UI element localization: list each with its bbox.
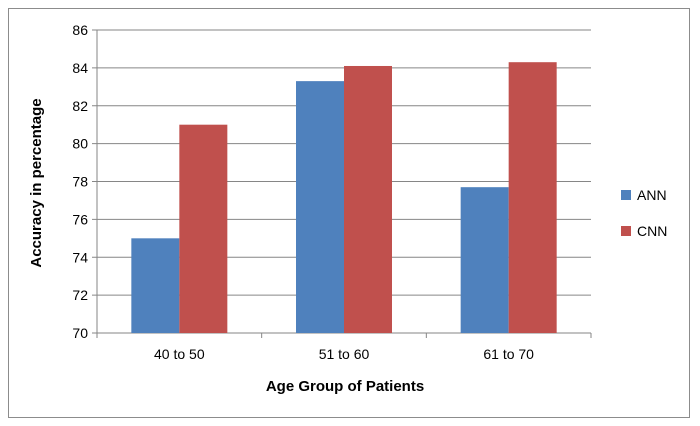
y-tick-label: 74 (72, 249, 88, 265)
bars (131, 62, 557, 333)
y-tick-label: 86 (72, 22, 88, 38)
y-tick-label: 78 (72, 174, 88, 190)
x-tick-label: 61 to 70 (483, 346, 534, 362)
legend-swatch-ann (621, 190, 631, 200)
legend-label-cnn: CNN (637, 223, 667, 239)
y-tick-label: 80 (72, 136, 88, 152)
x-axis-title: Age Group of Patients (266, 378, 424, 395)
x-tick-label: 51 to 60 (319, 346, 370, 362)
y-axis-title: Accuracy in percentage (28, 98, 45, 267)
legend: ANN CNN (621, 187, 667, 239)
tick-labels: 70 72 74 76 78 80 82 84 86 40 to 50 51 to 60 61 to … (72, 22, 534, 362)
legend-swatch-cnn (621, 226, 631, 236)
y-tick-label: 82 (72, 98, 88, 114)
x-tick-label: 40 to 50 (154, 346, 205, 362)
bar-ann (131, 238, 180, 333)
bar-ann (296, 81, 344, 333)
y-tick-label: 70 (72, 325, 88, 341)
y-tick-label: 84 (72, 60, 88, 76)
y-tick-label: 72 (72, 287, 88, 303)
bar-ann (460, 187, 509, 333)
y-tick-label: 76 (72, 211, 88, 227)
bar-cnn (179, 124, 228, 333)
legend-label-ann: ANN (637, 187, 667, 203)
bar-cnn (344, 65, 392, 333)
bar-cnn (508, 62, 557, 333)
